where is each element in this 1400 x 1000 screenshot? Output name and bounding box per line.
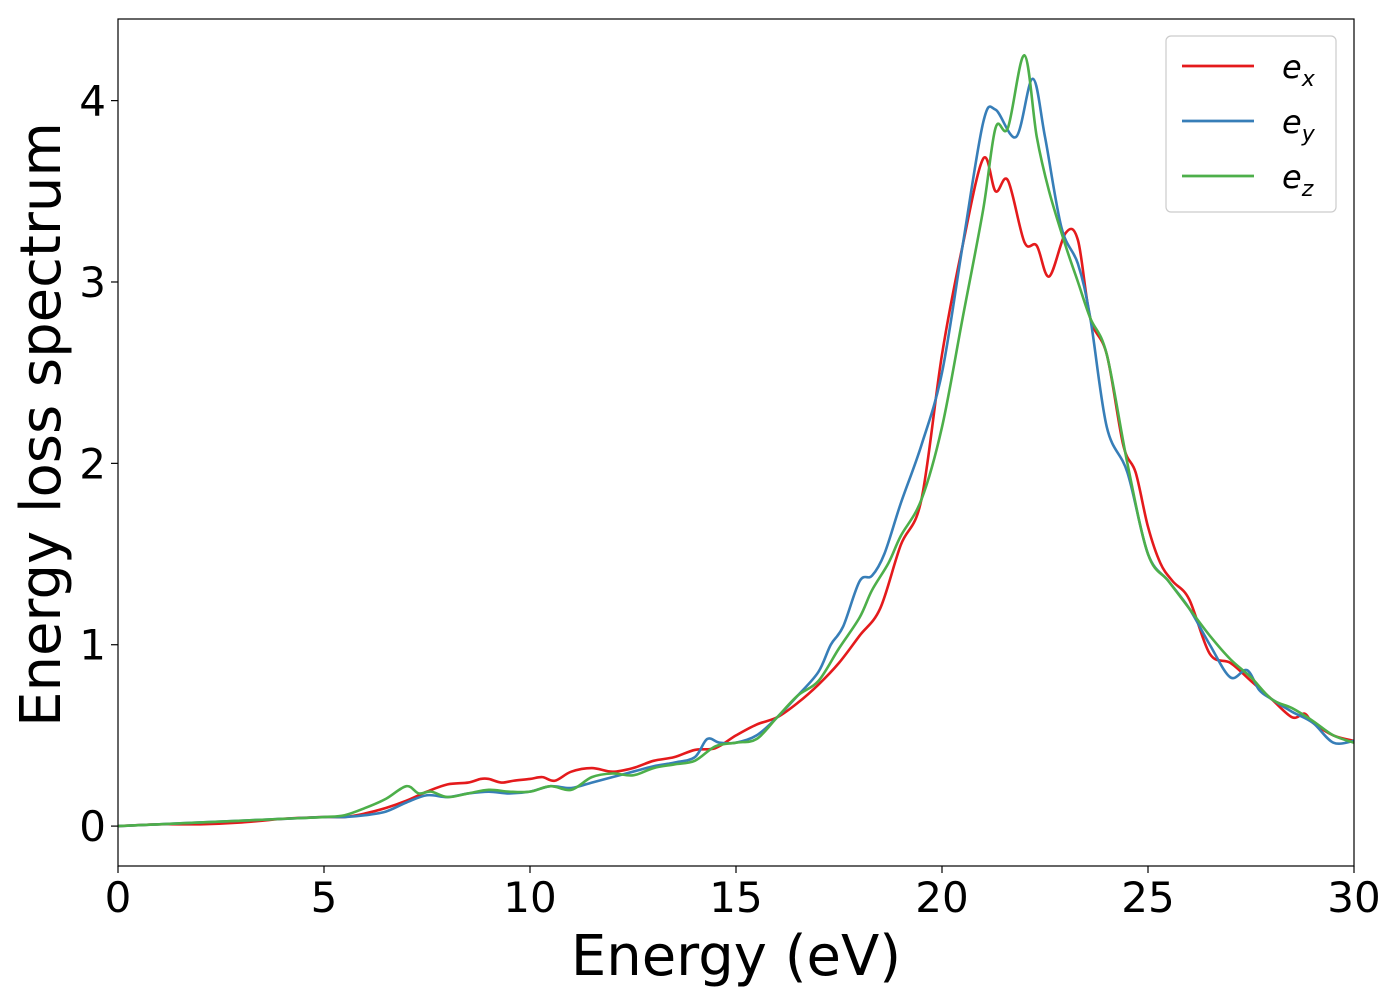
x-tick-label: 20: [915, 873, 968, 922]
x-tick-label: 0: [105, 873, 132, 922]
y-tick-label: 0: [79, 802, 106, 851]
x-tick-label: 30: [1327, 873, 1380, 922]
axis-ticks: 0 5 10 15 20 25 30 0 1 2 3 4: [79, 77, 1380, 922]
x-axis-title: Energy (eV): [571, 924, 901, 989]
y-tick-label: 3: [79, 258, 106, 307]
legend-label-y: ey: [1282, 103, 1316, 147]
x-tick-label: 15: [709, 873, 762, 922]
y-tick-label: 2: [79, 439, 106, 488]
legend-label-x: ex: [1282, 48, 1316, 92]
series-line-z: [118, 53, 1354, 828]
y-tick-label: 1: [79, 621, 106, 670]
legend-box: [1165, 35, 1337, 213]
series-line-x: [118, 156, 1354, 828]
y-axis-title: Energy loss spectrum: [9, 122, 74, 727]
y-tick-label: 4: [79, 77, 106, 126]
x-tick-label: 5: [311, 873, 338, 922]
x-tick-label: 25: [1121, 873, 1174, 922]
series-layer: [118, 53, 1354, 828]
x-tick-label: 10: [503, 873, 556, 922]
